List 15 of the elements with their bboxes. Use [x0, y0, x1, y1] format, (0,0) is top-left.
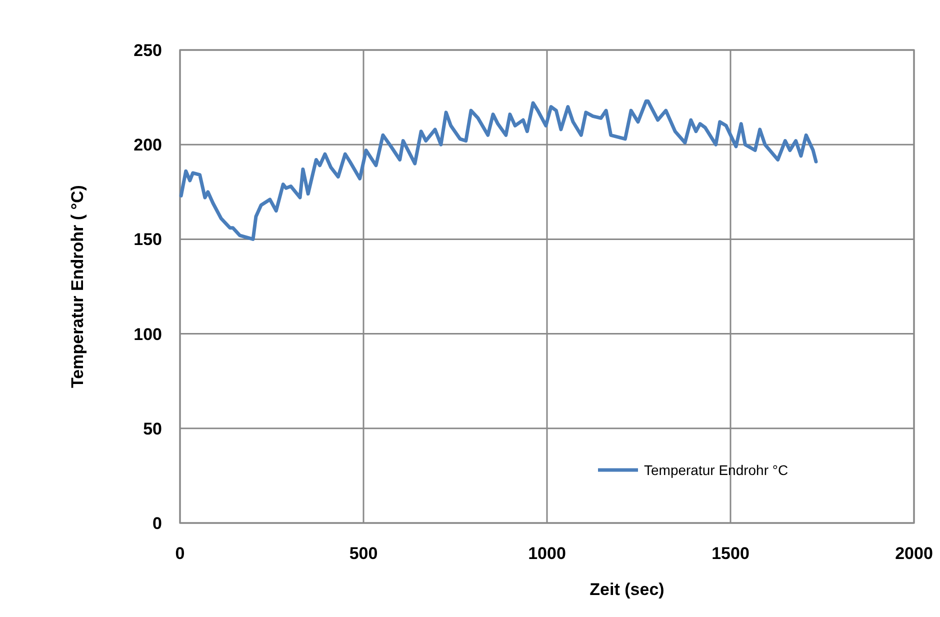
legend-label: Temperatur Endrohr °C [644, 462, 788, 478]
x-tick-label: 0 [175, 544, 185, 563]
y-tick-label: 100 [134, 324, 162, 344]
x-tick-label: 2000 [895, 544, 933, 563]
y-axis-title: Temperatur Endrohr ( °C) [68, 185, 87, 388]
line-series [179, 99, 818, 241]
y-tick-label: 200 [134, 136, 162, 155]
x-tick-label: 500 [349, 544, 378, 563]
y-tick-label: 250 [134, 40, 162, 60]
x-tick-label: 1500 [712, 544, 750, 563]
y-tick-label: 0 [152, 514, 162, 533]
y-tick-label: 50 [143, 419, 162, 438]
y-tick-label: 150 [134, 230, 162, 250]
x-tick-label: 1000 [528, 544, 566, 563]
x-axis-title: Zeit (sec) [590, 580, 664, 599]
